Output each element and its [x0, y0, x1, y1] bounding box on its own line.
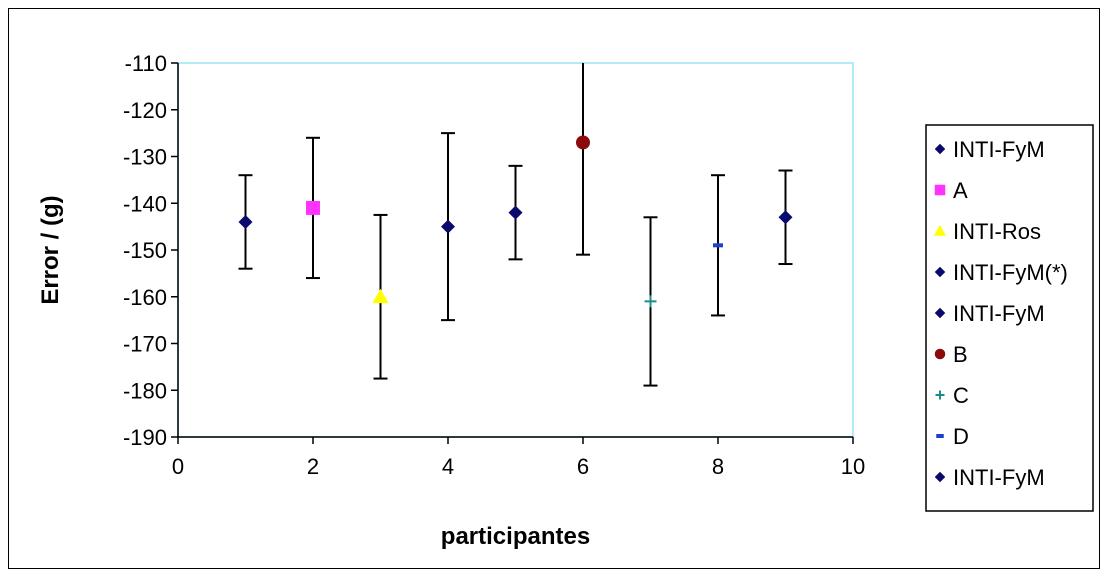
y-tick-label: -150 [123, 238, 167, 263]
data-point-2 [306, 200, 320, 215]
data-point-6 [576, 135, 590, 150]
y-tick-label: -140 [123, 191, 167, 216]
legend-label-1: INTI-FyM [953, 137, 1045, 162]
x-tick-label: 6 [577, 454, 589, 479]
y-axis-title: Error / (g) [37, 195, 64, 304]
legend-box [925, 124, 1094, 512]
legend-marker-3 [934, 225, 946, 236]
legend-label-9: INTI-FyM [953, 465, 1045, 490]
legend-marker-1 [934, 143, 946, 155]
legend-label-4: INTI-FyM(*) [953, 260, 1068, 285]
chart-frame [8, 8, 1100, 569]
legend-label-8: D [953, 424, 969, 449]
y-tick-label: -110 [125, 51, 167, 76]
data-point-5 [508, 205, 523, 220]
legend-label-5: INTI-FyM [953, 301, 1045, 326]
x-tick-label: 2 [307, 454, 319, 479]
x-tick-label: 8 [712, 454, 724, 479]
y-tick-label: -190 [123, 425, 167, 450]
legend-marker-5 [934, 307, 946, 319]
y-tick-label: -160 [123, 285, 167, 310]
data-point-4 [441, 219, 455, 234]
x-tick-label: 10 [841, 454, 865, 479]
x-tick-label: 4 [442, 454, 454, 479]
x-axis-title: participantes [441, 523, 590, 550]
legend-marker-4 [934, 266, 946, 278]
y-tick-label: -180 [123, 378, 167, 403]
data-point-1 [238, 214, 253, 229]
legend-marker-6 [934, 348, 946, 360]
legend-label-2: A [953, 178, 968, 203]
legend-marker-8 [936, 434, 944, 438]
x-tick-label: 0 [172, 454, 184, 479]
data-point-3 [372, 288, 389, 304]
legend-label-7: C [953, 383, 969, 408]
data-point-8 [713, 243, 723, 248]
y-tick-label: -170 [123, 332, 167, 357]
legend-marker-2 [934, 184, 946, 196]
legend-marker-7 [935, 390, 945, 400]
legend-label-3: INTI-Ros [953, 219, 1041, 244]
data-point-7 [644, 295, 657, 308]
data-point-9 [778, 210, 793, 225]
y-tick-label: -130 [123, 145, 167, 170]
y-tick-label: -120 [123, 98, 167, 123]
legend-label-6: B [953, 342, 968, 367]
legend-marker-9 [934, 471, 946, 483]
